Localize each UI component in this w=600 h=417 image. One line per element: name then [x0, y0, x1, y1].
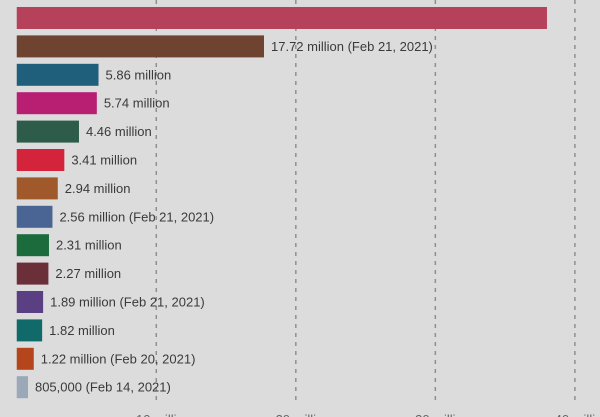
- data-label: 2.56 million (Feb 21, 2021): [59, 209, 214, 224]
- data-label: 1.82 million: [49, 323, 115, 338]
- bar: [16, 177, 58, 200]
- bar: [16, 262, 49, 285]
- x-tick-label: 30 milli: [415, 412, 456, 417]
- bar: [16, 7, 547, 29]
- x-tick-label: 20 milli: [276, 412, 317, 417]
- bar: [16, 120, 79, 143]
- bar: [16, 291, 44, 313]
- data-label: 2.27 million: [55, 266, 121, 281]
- bar: [16, 149, 65, 171]
- data-label: 5.74 million: [104, 96, 170, 111]
- bar: [16, 319, 43, 342]
- x-tick-label: 40 milli: [555, 412, 596, 417]
- data-label: 2.31 million: [56, 238, 122, 253]
- x-tick-label: 10 milli: [136, 412, 177, 417]
- bar: [16, 205, 53, 228]
- bar: [16, 347, 34, 370]
- data-label: 805,000 (Feb 14, 2021): [35, 380, 171, 395]
- bar: [16, 35, 264, 58]
- bar: [16, 376, 28, 399]
- bar: [16, 234, 49, 257]
- data-label: 3.41 million: [71, 153, 137, 168]
- data-label: 4.46 million: [86, 124, 152, 139]
- data-label: 2.94 million: [65, 181, 131, 196]
- data-label: 1.89 million (Feb 21, 2021): [50, 295, 205, 310]
- data-label: 17.72 million (Feb 21, 2021): [271, 39, 433, 54]
- bar: [16, 63, 99, 86]
- data-label: 5.86 million: [106, 67, 172, 82]
- data-label: 1.22 million (Feb 20, 2021): [41, 351, 196, 366]
- bar: [16, 92, 97, 115]
